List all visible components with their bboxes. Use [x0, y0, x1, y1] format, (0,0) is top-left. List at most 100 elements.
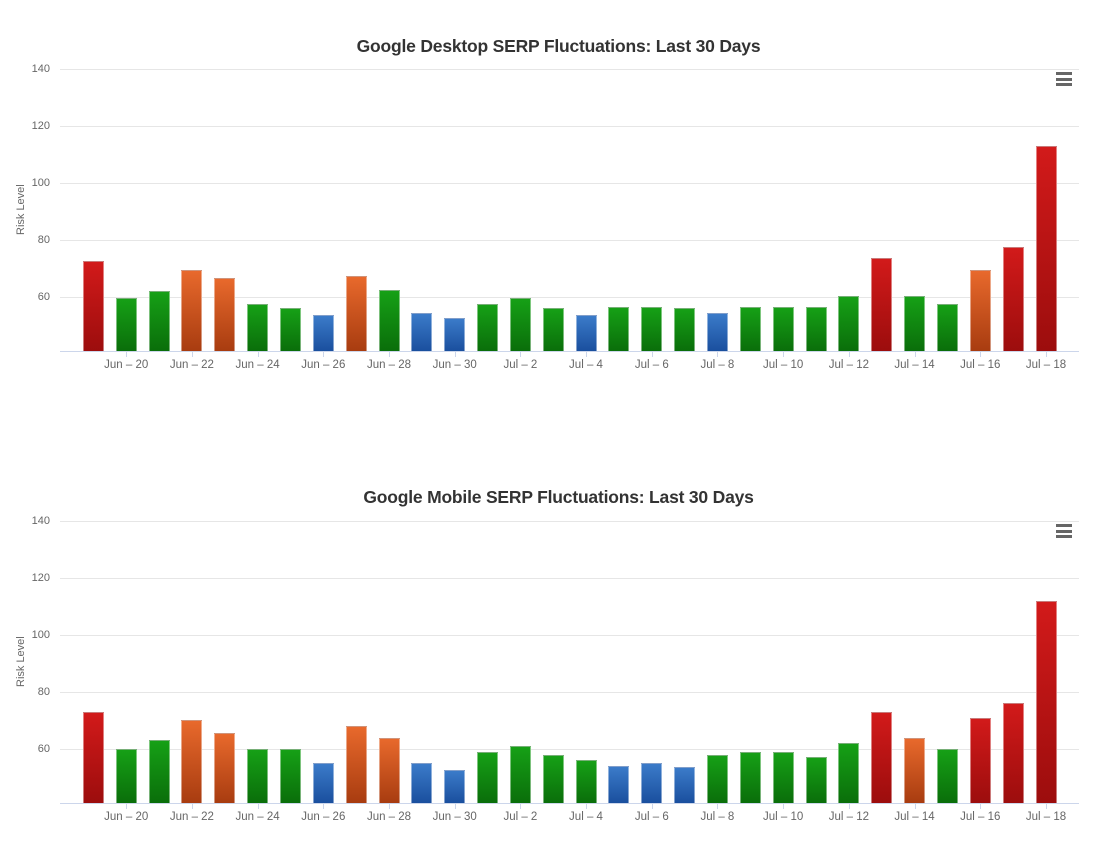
chart-bar[interactable]	[1035, 600, 1057, 803]
export-menu-button[interactable]	[1053, 521, 1075, 541]
chart-bar[interactable]	[969, 269, 991, 351]
chart-bar[interactable]	[181, 269, 203, 351]
chart-bar[interactable]	[575, 760, 597, 803]
y-gridline	[60, 691, 1079, 693]
chart-bar[interactable]	[82, 711, 104, 803]
x-axis-tick	[914, 351, 916, 357]
x-axis-label: Jul – 2	[503, 359, 538, 371]
chart-bar[interactable]	[674, 308, 696, 351]
chart-bar[interactable]	[838, 295, 860, 351]
chart-bar[interactable]	[214, 733, 236, 803]
chart-bar[interactable]	[871, 711, 893, 803]
chart-bar[interactable]	[772, 306, 794, 351]
chart-bar[interactable]	[444, 770, 466, 803]
chart-bar[interactable]	[214, 278, 236, 351]
chart-bar[interactable]	[378, 737, 400, 803]
chart-bar[interactable]	[444, 318, 466, 351]
x-axis-label: Jul – 6	[634, 359, 669, 371]
chart-bar[interactable]	[1002, 247, 1024, 351]
chart-bar[interactable]	[706, 754, 728, 803]
chart-title: Google Mobile SERP Fluctuations: Last 30…	[363, 487, 754, 507]
chart-bar[interactable]	[1002, 703, 1024, 803]
chart-bar[interactable]	[477, 751, 498, 803]
chart-bar[interactable]	[608, 766, 630, 803]
x-axis-label: Jun – 26	[301, 811, 346, 823]
x-axis-label: Jul – 4	[569, 811, 603, 823]
chart-bar[interactable]	[542, 308, 564, 351]
x-axis-label: Jul – 14	[894, 811, 935, 823]
chart-bar[interactable]	[312, 763, 334, 803]
chart-bar[interactable]	[115, 748, 137, 803]
x-axis-label: Jul – 16	[960, 359, 1001, 371]
hamburger-menu-icon	[1056, 72, 1072, 86]
chart-bar[interactable]	[608, 306, 630, 351]
plot-area: 60 80 100 120 140 Jun – 20 Jun – 22 Jun – 24 Jun…	[32, 515, 1079, 823]
chart-bar[interactable]	[739, 751, 761, 803]
y-axis-title: Risk Level	[15, 184, 27, 236]
desktop-serp-chart: Google Desktop SERP Fluctuations: Last 3…	[15, 36, 1079, 371]
x-axis-tick	[191, 351, 193, 357]
y-axis-label: 60	[37, 290, 50, 303]
chart-bar[interactable]	[641, 763, 663, 803]
chart-bar[interactable]	[838, 743, 860, 803]
hamburger-menu-icon	[1056, 524, 1072, 538]
y-gridline	[60, 239, 1079, 241]
export-menu-button[interactable]	[1053, 69, 1075, 89]
chart-bar[interactable]	[247, 304, 269, 351]
chart-bar[interactable]	[509, 298, 531, 351]
chart-bar[interactable]	[904, 737, 925, 803]
chart-bar[interactable]	[904, 295, 925, 351]
chart-bar[interactable]	[148, 740, 170, 803]
chart-bar[interactable]	[279, 308, 301, 351]
x-axis-label: Jul – 2	[503, 811, 538, 823]
y-axis-label: 60	[37, 742, 50, 755]
chart-bar[interactable]	[411, 763, 433, 803]
chart-bar[interactable]	[542, 754, 564, 803]
chart-bar[interactable]	[805, 306, 827, 351]
y-axis-label: 140	[31, 63, 50, 75]
x-axis-label: Jul – 8	[700, 811, 735, 823]
y-gridline	[60, 634, 1079, 636]
chart-bar[interactable]	[345, 275, 367, 351]
chart-bar[interactable]	[247, 748, 269, 803]
chart-bar[interactable]	[641, 306, 663, 351]
x-axis-tick	[389, 351, 390, 357]
y-axis-label: 80	[37, 233, 50, 246]
chart-bar[interactable]	[477, 304, 498, 351]
x-axis-label: Jul – 12	[828, 359, 870, 371]
mobile-serp-chart: Google Mobile SERP Fluctuations: Last 30…	[0, 427, 1117, 854]
chart-bar[interactable]	[411, 312, 433, 351]
chart-bar[interactable]	[1035, 145, 1057, 351]
chart-bar[interactable]	[279, 748, 301, 803]
x-axis-tick	[454, 351, 456, 357]
x-axis-tick	[1046, 803, 1047, 809]
chart-bar[interactable]	[871, 258, 893, 351]
chart-bar[interactable]	[82, 261, 104, 351]
chart-bar[interactable]	[345, 726, 367, 803]
chart-bar[interactable]	[805, 757, 827, 803]
chart-bar[interactable]	[509, 746, 531, 803]
chart-bar[interactable]	[378, 289, 400, 351]
x-axis-label: Jun – 30	[432, 359, 477, 371]
x-axis-tick	[848, 803, 850, 809]
x-axis-label: Jun – 22	[169, 811, 214, 823]
x-axis-label: Jul – 10	[762, 359, 804, 371]
chart-bar[interactable]	[674, 767, 696, 803]
chart-bar[interactable]	[772, 751, 794, 803]
chart-bar[interactable]	[969, 717, 991, 803]
x-axis-tick	[586, 351, 587, 357]
chart-bar[interactable]	[936, 304, 958, 351]
chart-bar[interactable]	[936, 748, 958, 803]
chart-bar[interactable]	[575, 315, 597, 351]
chart-bar[interactable]	[312, 315, 334, 351]
y-gridline	[60, 521, 1079, 522]
chart-bar[interactable]	[181, 720, 203, 803]
x-axis-tick	[783, 803, 785, 809]
chart-bar[interactable]	[706, 312, 728, 351]
chart-bar[interactable]	[739, 306, 761, 351]
chart-bar[interactable]	[148, 291, 170, 351]
chart-bar[interactable]	[115, 298, 137, 351]
x-axis-label: Jun – 28	[366, 811, 412, 823]
x-axis-label: Jun – 28	[366, 359, 412, 371]
x-axis-label: Jul – 18	[1025, 359, 1067, 371]
